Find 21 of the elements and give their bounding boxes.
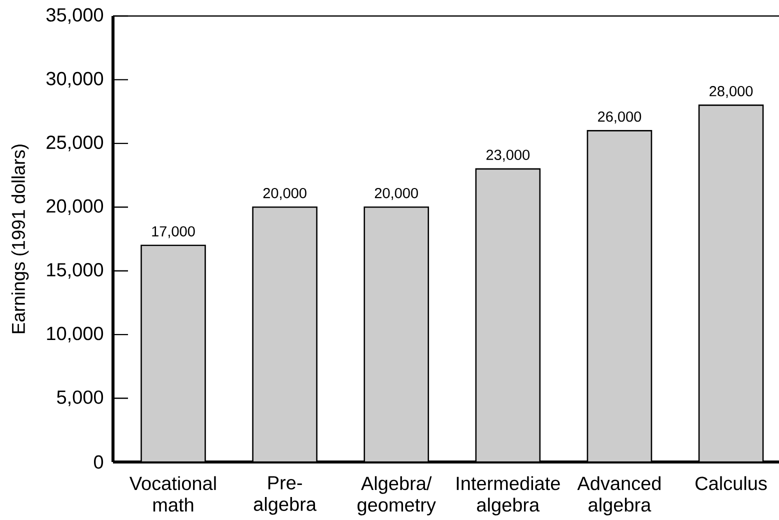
y-tick-label: 30,000: [46, 72, 104, 88]
y-tick-label: 15,000: [47, 263, 104, 279]
data-label: 23,000: [486, 150, 530, 162]
y-tick-label: 10,000: [47, 326, 104, 342]
y-tick-label: 35,000: [46, 8, 104, 24]
x-tick-label: Advanced algebra: [577, 476, 660, 516]
y-axis-title: Earnings (1991 dollars): [11, 144, 29, 334]
x-tick-label: Calculus: [696, 476, 767, 490]
x-tick-label: Algebra/ geometry: [358, 476, 436, 516]
y-tick-label: 20,000: [46, 199, 104, 215]
data-label: 26,000: [598, 112, 642, 124]
y-tick-label: 0: [94, 455, 104, 469]
data-label: 20,000: [374, 188, 418, 200]
x-tick-label: Vocational math: [129, 476, 216, 512]
x-tick-label: Intermediate algebra: [456, 476, 560, 516]
y-tick-label: 5,000: [57, 390, 104, 406]
x-tick-label: Pre-algebra: [254, 476, 316, 515]
data-label: 20,000: [263, 188, 306, 200]
data-label: 28,000: [710, 86, 753, 98]
y-tick-label: 25,000: [46, 136, 104, 152]
data-label: 17,000: [152, 226, 195, 238]
